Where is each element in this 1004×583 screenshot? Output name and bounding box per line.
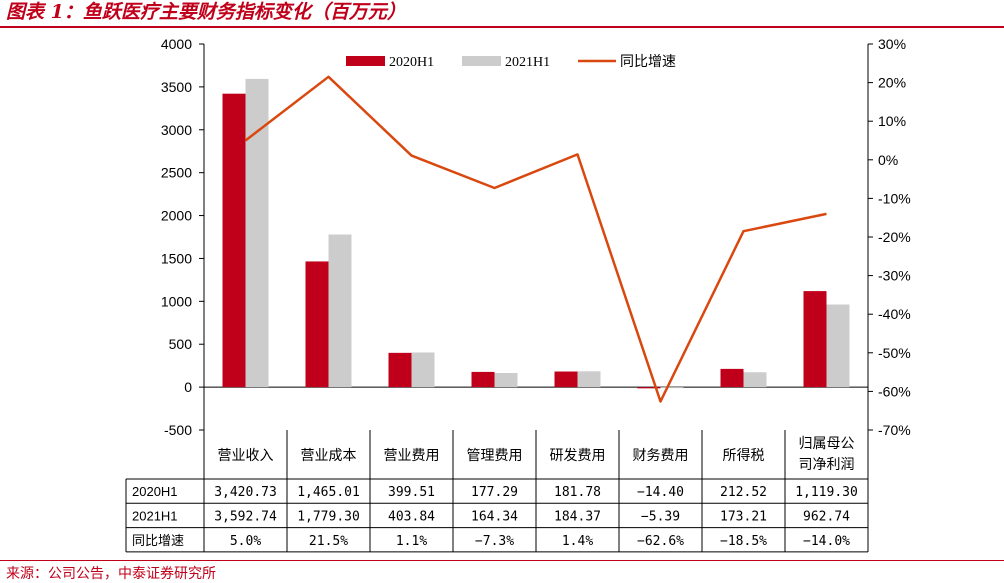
table-cell: 399.51 [388,485,435,500]
y2-tick-label: 20% [878,75,906,91]
y-tick-label: 4000 [161,36,192,52]
y2-tick-label: -50% [878,345,911,361]
legend-label-growth: 同比增速 [620,54,676,70]
y2-tick-label: -20% [878,229,911,245]
bar-2021H1 [660,387,684,389]
bar-2020H1 [305,261,329,388]
table-cell: 212.52 [720,485,767,500]
bar-2020H1 [637,387,661,389]
table-cell: 403.84 [388,509,435,524]
table-cell: −7.3% [475,534,514,549]
table-header: 归属母公 [799,435,855,452]
table-cell: 173.21 [720,509,767,524]
y-tick-label: 1000 [161,293,192,309]
table-cell: 1,465.01 [297,485,360,500]
y-tick-label: -500 [164,422,192,438]
table-cell: 1.1% [396,534,427,549]
legend-label-2020: 2020H1 [389,55,434,70]
bar-2021H1 [743,372,767,388]
y-tick-label: 500 [169,336,193,352]
table-cell: 21.5% [309,534,348,549]
bar-2021H1 [411,352,435,388]
table-header: 司净利润 [799,457,855,473]
bar-2021H1 [494,373,518,388]
chart: 4000 3500 3000 2500 2000 1500 1000 500 0 -500 30% 2… [125,36,911,553]
bar-2020H1 [720,368,744,388]
y2-tick-label: 0% [878,152,898,168]
title-rule [0,26,1004,28]
legend-swatch-2020 [346,56,385,66]
table-cell: 1,119.30 [795,485,858,500]
bar-2021H1 [328,234,352,388]
chart-title: 图表 1：鱼跃医疗主要财务指标变化（百万元） [6,1,406,23]
y2-tick-label: -70% [878,422,911,438]
table-row-label: 2020H1 [132,484,178,499]
bar-2021H1 [577,371,601,388]
bar-2020H1 [388,352,412,388]
bar-2021H1 [245,78,269,388]
bar-2020H1 [471,371,495,388]
table-cell: 184.37 [554,509,601,524]
y2-tick-label: -40% [878,306,911,322]
bar-2020H1 [554,371,578,388]
table-cell: 1,779.30 [297,509,360,524]
y-tick-label: 2000 [161,208,192,224]
source-note: 来源：公司公告，中泰证券研究所 [6,566,216,582]
table-cell: −62.6% [637,534,684,549]
table-header: 营业收入 [218,448,274,464]
table-cell: 164.34 [471,509,518,524]
table-cell: 181.78 [554,485,601,500]
table-cell: −5.39 [641,509,680,524]
y2-tick-label: -10% [878,190,911,206]
table-cell: −14.0% [803,534,850,549]
bar-2020H1 [222,93,246,388]
table-header: 财务费用 [633,448,689,464]
bar-2020H1 [803,291,827,388]
y-tick-label: 3500 [161,79,192,95]
legend-label-2021: 2021H1 [505,55,550,70]
table-header: 研发费用 [550,448,606,464]
table-cell: −14.40 [637,485,684,500]
source-rule [0,560,1004,561]
table-header: 所得税 [723,447,765,464]
y-tick-label: 0 [184,379,192,395]
legend-swatch-2021 [462,56,501,66]
table-cell: 3,420.73 [214,485,277,500]
y2-tick-label: -60% [878,383,911,399]
table-header: 营业费用 [384,448,440,464]
growth-line [244,75,827,403]
y2-tick-label: -30% [878,268,911,284]
y-tick-label: 1500 [161,250,192,266]
table-header: 营业成本 [301,448,357,464]
y-tick-label: 2500 [161,165,192,181]
table-cell: 1.4% [562,534,593,549]
bar-2021H1 [826,304,850,388]
table-cell: 5.0% [230,534,261,549]
table-cell: 962.74 [803,509,850,524]
y2-tick-label: 30% [878,36,906,52]
table-header: 管理费用 [467,448,523,464]
table-cell: −18.5% [720,534,767,549]
table-cell: 177.29 [471,485,518,500]
table-row-label: 同比增速 [132,533,184,548]
y2-tick-label: 10% [878,113,906,129]
table-cell: 3,592.74 [214,509,277,524]
y-tick-label: 3000 [161,122,192,138]
table-row-label: 2021H1 [132,508,178,523]
